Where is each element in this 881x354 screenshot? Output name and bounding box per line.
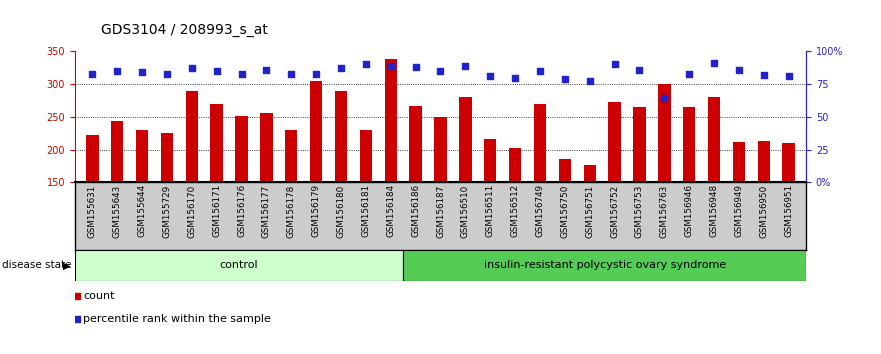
Bar: [136, 130, 148, 280]
Text: GSM156512: GSM156512: [511, 184, 520, 238]
Point: [633, 68, 647, 73]
Bar: [683, 107, 695, 280]
Text: GSM156176: GSM156176: [237, 184, 246, 238]
Text: GSM156171: GSM156171: [212, 184, 221, 238]
Point: [267, 226, 281, 232]
Bar: [509, 148, 522, 280]
Point: [210, 68, 224, 74]
Text: ▶: ▶: [63, 261, 70, 270]
Point: [110, 68, 124, 74]
Point: [707, 60, 722, 66]
Bar: [758, 141, 770, 280]
Point: [558, 76, 572, 82]
Text: GDS3104 / 208993_s_at: GDS3104 / 208993_s_at: [101, 23, 268, 37]
Point: [159, 72, 174, 77]
Point: [185, 65, 199, 70]
Bar: [559, 159, 571, 280]
FancyBboxPatch shape: [403, 250, 806, 281]
Text: GSM156187: GSM156187: [436, 184, 445, 238]
Point: [234, 71, 248, 76]
Text: GSM155631: GSM155631: [88, 184, 97, 238]
Bar: [633, 107, 646, 280]
Text: GSM156949: GSM156949: [735, 184, 744, 237]
Point: [608, 62, 622, 67]
Text: GSM156750: GSM156750: [560, 184, 569, 238]
Text: GSM156170: GSM156170: [188, 184, 196, 238]
Bar: [609, 102, 621, 280]
Text: percentile rank within the sample: percentile rank within the sample: [83, 314, 270, 324]
Text: GSM156763: GSM156763: [660, 184, 669, 238]
Text: control: control: [219, 261, 258, 270]
Text: GSM155644: GSM155644: [137, 184, 146, 238]
Text: GSM156950: GSM156950: [759, 184, 768, 238]
Point: [409, 64, 423, 70]
Bar: [707, 97, 721, 280]
Text: GSM156178: GSM156178: [287, 184, 296, 238]
Point: [657, 96, 671, 101]
FancyBboxPatch shape: [75, 250, 403, 281]
Text: GSM156749: GSM156749: [536, 184, 544, 238]
Point: [267, 14, 281, 19]
Point: [533, 68, 547, 74]
Point: [309, 72, 323, 77]
Text: GSM156177: GSM156177: [262, 184, 270, 238]
Text: GSM156753: GSM156753: [635, 184, 644, 238]
Text: count: count: [83, 291, 115, 301]
Bar: [384, 59, 397, 280]
Text: GSM156752: GSM156752: [611, 184, 619, 238]
Text: insulin-resistant polycystic ovary syndrome: insulin-resistant polycystic ovary syndr…: [484, 261, 726, 270]
Text: disease state: disease state: [2, 261, 71, 270]
Bar: [534, 104, 546, 280]
Text: GSM156948: GSM156948: [709, 184, 719, 238]
Text: GSM156751: GSM156751: [585, 184, 594, 238]
Bar: [186, 91, 198, 280]
Text: GSM155729: GSM155729: [162, 184, 172, 238]
Bar: [285, 130, 298, 280]
Point: [85, 72, 100, 77]
Point: [259, 68, 273, 73]
Bar: [86, 135, 99, 280]
Point: [135, 69, 149, 74]
Point: [285, 71, 299, 76]
Bar: [410, 106, 422, 280]
Point: [732, 67, 746, 73]
Point: [433, 68, 448, 74]
Point: [334, 65, 348, 70]
Bar: [658, 84, 670, 280]
Bar: [235, 115, 248, 280]
Bar: [583, 165, 596, 280]
Text: GSM156180: GSM156180: [337, 184, 345, 238]
Point: [508, 75, 522, 80]
Bar: [459, 97, 471, 280]
Text: GSM156511: GSM156511: [485, 184, 495, 238]
Point: [781, 73, 796, 78]
Text: GSM156179: GSM156179: [312, 184, 321, 238]
Text: GSM156951: GSM156951: [784, 184, 793, 238]
Point: [384, 63, 398, 69]
Point: [359, 62, 373, 67]
Bar: [260, 113, 272, 280]
Text: GSM156186: GSM156186: [411, 184, 420, 238]
Text: GSM156510: GSM156510: [461, 184, 470, 238]
Bar: [160, 133, 174, 280]
Point: [458, 64, 472, 69]
Bar: [335, 91, 347, 280]
Text: GSM155643: GSM155643: [113, 184, 122, 238]
Point: [582, 78, 596, 84]
Text: GSM156946: GSM156946: [685, 184, 693, 237]
Bar: [733, 142, 745, 280]
Text: GSM156181: GSM156181: [361, 184, 370, 238]
Bar: [310, 81, 322, 280]
Point: [757, 72, 771, 78]
Bar: [434, 117, 447, 280]
Bar: [111, 121, 123, 280]
Bar: [211, 104, 223, 280]
Bar: [484, 139, 497, 280]
Point: [682, 72, 696, 77]
Text: GSM156184: GSM156184: [386, 184, 396, 238]
Point: [483, 73, 497, 78]
Bar: [359, 130, 372, 280]
Bar: [782, 143, 795, 280]
